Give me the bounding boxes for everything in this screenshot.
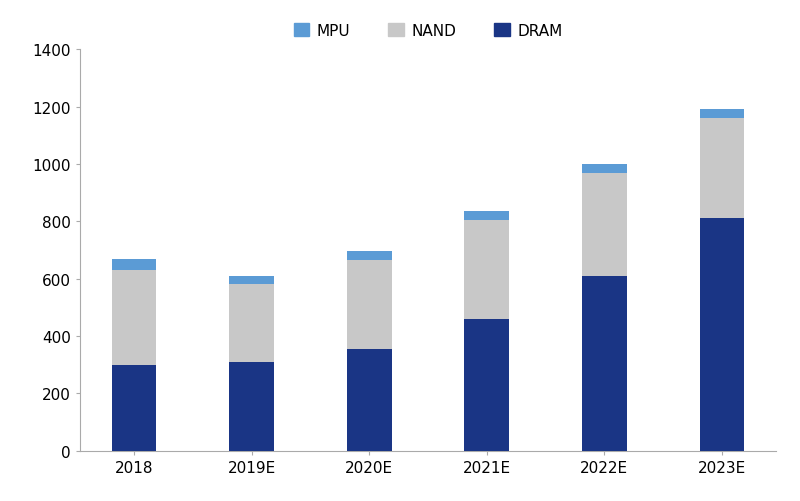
Bar (112, 365, 156, 451)
Bar (230, 276, 274, 285)
Bar (582, 276, 626, 451)
Bar (347, 349, 391, 451)
Bar (700, 219, 744, 451)
Bar (465, 212, 509, 220)
Bar (582, 173, 626, 276)
Bar (465, 220, 509, 319)
Bar (347, 261, 391, 349)
Bar (230, 285, 274, 362)
Bar (582, 165, 626, 173)
Bar (465, 319, 509, 451)
Bar (347, 252, 391, 261)
Legend: MPU, NAND, DRAM: MPU, NAND, DRAM (287, 18, 569, 45)
Bar (700, 110, 744, 119)
Bar (700, 119, 744, 219)
Bar (230, 362, 274, 451)
Bar (112, 259, 156, 271)
Bar (112, 271, 156, 365)
